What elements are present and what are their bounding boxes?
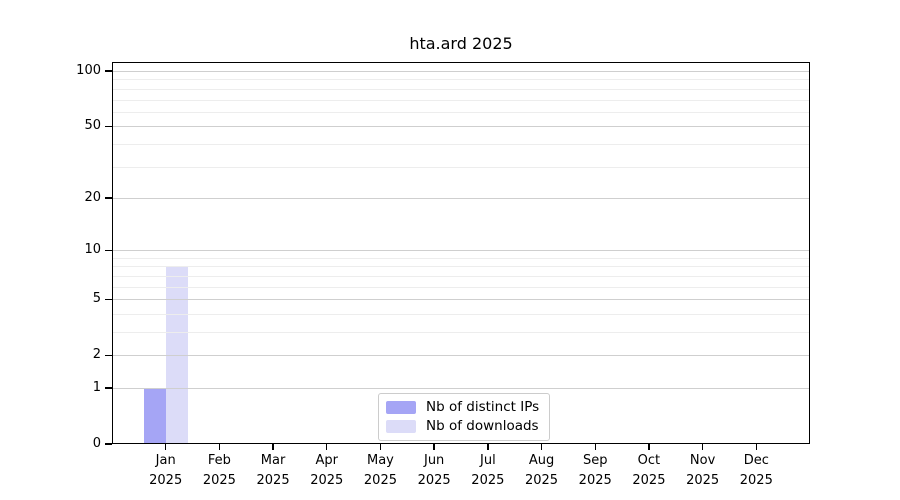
x-tick-label: Apr 2025 bbox=[310, 453, 344, 488]
legend-swatch-downloads bbox=[386, 419, 416, 433]
x-tick-mark bbox=[648, 444, 650, 450]
y-tick-label: 2 bbox=[92, 347, 101, 363]
major-gridline bbox=[112, 299, 810, 301]
minor-gridline bbox=[112, 143, 810, 145]
minor-gridline bbox=[112, 286, 810, 288]
y-tick-mark bbox=[105, 70, 112, 72]
y-tick-label: 50 bbox=[84, 118, 101, 134]
major-gridline bbox=[112, 250, 810, 252]
x-tick-mark bbox=[326, 444, 328, 450]
minor-gridline bbox=[112, 313, 810, 315]
x-tick-label: Nov 2025 bbox=[686, 453, 720, 488]
x-tick-label: Aug 2025 bbox=[524, 453, 559, 488]
x-tick-mark bbox=[540, 444, 543, 450]
x-tick-label: Jan 2025 bbox=[149, 453, 183, 488]
minor-gridline bbox=[112, 257, 810, 259]
x-tick-label: Jun 2025 bbox=[417, 453, 451, 488]
y-tick-label: 5 bbox=[92, 291, 101, 307]
y-tick-label: 1 bbox=[92, 379, 101, 395]
x-tick-label: Oct 2025 bbox=[632, 453, 666, 488]
x-tick-mark bbox=[433, 444, 435, 450]
legend-swatch-distinct-ips bbox=[386, 400, 416, 414]
x-tick-label: Mar 2025 bbox=[256, 453, 290, 488]
major-gridline bbox=[112, 197, 810, 199]
y-tick-label: 10 bbox=[84, 242, 101, 258]
x-tick-label: May 2025 bbox=[363, 453, 397, 488]
x-tick-label: Feb 2025 bbox=[202, 453, 236, 488]
x-tick-mark bbox=[379, 444, 382, 450]
minor-gridline bbox=[112, 99, 810, 101]
minor-gridline bbox=[112, 275, 810, 277]
x-tick-mark bbox=[487, 444, 489, 450]
bar-downloads-jan bbox=[165, 266, 188, 444]
minor-gridline bbox=[112, 331, 810, 333]
x-tick-label: Sep 2025 bbox=[578, 453, 612, 488]
y-tick-mark bbox=[105, 249, 112, 251]
y-tick-mark bbox=[105, 354, 112, 356]
y-tick-mark bbox=[105, 443, 112, 445]
y-tick-mark bbox=[105, 387, 112, 389]
y-tick-mark bbox=[105, 125, 112, 127]
x-tick-mark bbox=[755, 444, 757, 450]
legend: Nb of distinct IPs Nb of downloads bbox=[378, 393, 551, 441]
legend-label-downloads: Nb of downloads bbox=[426, 418, 539, 434]
minor-gridline bbox=[112, 88, 810, 90]
legend-item-distinct-ips: Nb of distinct IPs bbox=[386, 399, 539, 415]
major-gridline bbox=[112, 71, 810, 73]
minor-gridline bbox=[112, 111, 810, 113]
chart-title: hta.ard 2025 bbox=[409, 34, 513, 53]
x-tick-mark bbox=[594, 444, 596, 450]
minor-gridline bbox=[112, 79, 810, 81]
major-gridline bbox=[112, 355, 810, 357]
y-tick-label: 100 bbox=[76, 63, 101, 79]
x-tick-label: Jul 2025 bbox=[471, 453, 505, 488]
x-tick-label: Dec 2025 bbox=[739, 453, 773, 488]
minor-gridline bbox=[112, 166, 810, 168]
y-tick-mark bbox=[105, 298, 112, 300]
bar-distinct-ips-jan bbox=[143, 387, 166, 444]
y-tick-mark bbox=[105, 197, 112, 199]
y-tick-label: 0 bbox=[92, 436, 101, 451]
x-tick-mark bbox=[272, 444, 274, 450]
y-tick-label: 20 bbox=[84, 189, 101, 205]
major-gridline bbox=[112, 126, 810, 128]
major-gridline bbox=[112, 387, 810, 389]
x-tick-mark bbox=[701, 444, 704, 450]
legend-item-downloads: Nb of downloads bbox=[386, 418, 539, 434]
x-tick-mark bbox=[164, 444, 167, 450]
legend-label-distinct-ips: Nb of distinct IPs bbox=[426, 399, 540, 415]
x-tick-mark bbox=[218, 444, 221, 450]
minor-gridline bbox=[112, 266, 810, 268]
plot-area: Nb of distinct IPs Nb of downloads bbox=[112, 62, 810, 444]
